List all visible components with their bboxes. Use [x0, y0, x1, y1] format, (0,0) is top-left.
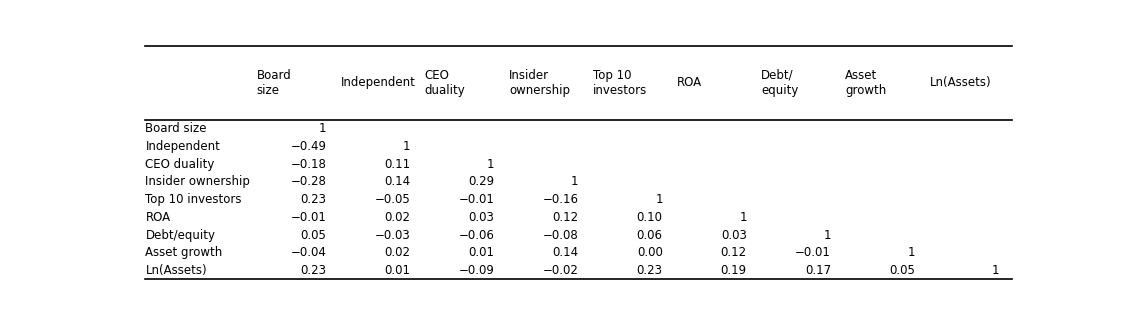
Text: Insider
ownership: Insider ownership	[509, 69, 570, 97]
Text: Debt/equity: Debt/equity	[146, 228, 216, 242]
Text: 1: 1	[823, 228, 831, 242]
Text: Independent: Independent	[146, 140, 220, 153]
Text: −0.28: −0.28	[290, 175, 326, 188]
Text: −0.18: −0.18	[290, 157, 326, 171]
Text: Board
size: Board size	[256, 69, 291, 97]
Text: 0.02: 0.02	[385, 211, 411, 224]
Text: Independent: Independent	[341, 76, 415, 89]
Text: Top 10
investors: Top 10 investors	[593, 69, 647, 97]
Text: −0.49: −0.49	[290, 140, 326, 153]
Text: 1: 1	[403, 140, 411, 153]
Text: 0.17: 0.17	[805, 264, 831, 277]
Text: 0.01: 0.01	[385, 264, 411, 277]
Text: 0.23: 0.23	[300, 264, 326, 277]
Text: 0.03: 0.03	[721, 228, 746, 242]
Text: −0.01: −0.01	[290, 211, 326, 224]
Text: −0.04: −0.04	[290, 246, 326, 259]
Text: −0.09: −0.09	[458, 264, 495, 277]
Text: CEO
duality: CEO duality	[425, 69, 465, 97]
Text: 0.02: 0.02	[385, 246, 411, 259]
Text: 1: 1	[991, 264, 999, 277]
Text: 0.12: 0.12	[552, 211, 579, 224]
Text: −0.01: −0.01	[458, 193, 495, 206]
Text: 0.00: 0.00	[637, 246, 663, 259]
Text: 0.01: 0.01	[469, 246, 495, 259]
Text: 1: 1	[318, 122, 326, 135]
Text: −0.06: −0.06	[458, 228, 495, 242]
Text: 0.03: 0.03	[469, 211, 495, 224]
Text: Top 10 investors: Top 10 investors	[146, 193, 242, 206]
Text: 0.12: 0.12	[720, 246, 746, 259]
Text: 0.19: 0.19	[720, 264, 746, 277]
Text: −0.16: −0.16	[543, 193, 579, 206]
Text: 1: 1	[655, 193, 663, 206]
Text: 0.23: 0.23	[637, 264, 663, 277]
Text: CEO duality: CEO duality	[146, 157, 215, 171]
Text: −0.03: −0.03	[375, 228, 411, 242]
Text: −0.05: −0.05	[375, 193, 411, 206]
Text: −0.02: −0.02	[543, 264, 579, 277]
Text: 0.29: 0.29	[469, 175, 495, 188]
Text: 0.14: 0.14	[552, 246, 579, 259]
Text: ROA: ROA	[146, 211, 170, 224]
Text: −0.08: −0.08	[543, 228, 579, 242]
Text: Insider ownership: Insider ownership	[146, 175, 251, 188]
Text: 0.11: 0.11	[384, 157, 411, 171]
Text: Ln(Assets): Ln(Assets)	[146, 264, 207, 277]
Text: Asset
growth: Asset growth	[846, 69, 886, 97]
Text: Ln(Assets): Ln(Assets)	[929, 76, 991, 89]
Text: 0.14: 0.14	[384, 175, 411, 188]
Text: 0.05: 0.05	[300, 228, 326, 242]
Text: Debt/
equity: Debt/ equity	[761, 69, 798, 97]
Text: 0.06: 0.06	[637, 228, 663, 242]
Text: 0.05: 0.05	[890, 264, 914, 277]
Text: Asset growth: Asset growth	[146, 246, 222, 259]
Text: 1: 1	[487, 157, 495, 171]
Text: 1: 1	[908, 246, 914, 259]
Text: 0.23: 0.23	[300, 193, 326, 206]
Text: Board size: Board size	[146, 122, 207, 135]
Text: 1: 1	[739, 211, 746, 224]
Text: ROA: ROA	[677, 76, 702, 89]
Text: 1: 1	[571, 175, 579, 188]
Text: 0.10: 0.10	[637, 211, 663, 224]
Text: −0.01: −0.01	[795, 246, 831, 259]
